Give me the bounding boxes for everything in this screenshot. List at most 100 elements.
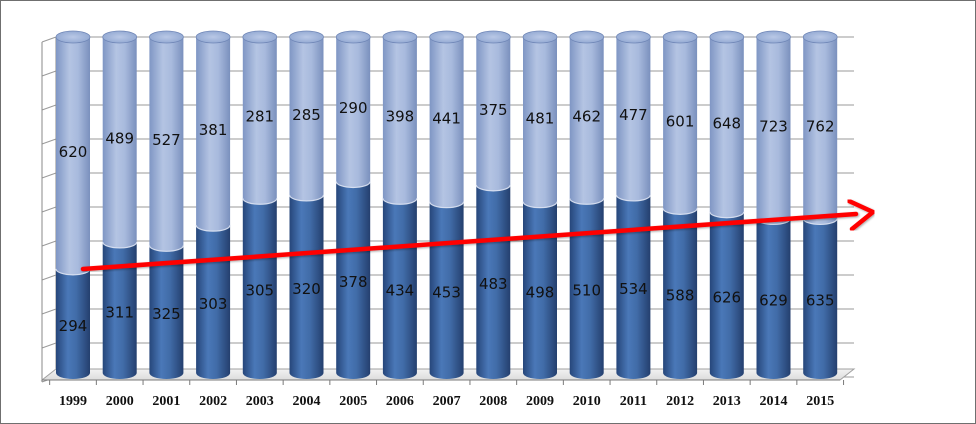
gridline-depth <box>41 104 57 111</box>
data-label-upper: 620 <box>59 143 88 161</box>
bar-upper-segment <box>56 37 90 275</box>
bar-upper-segment <box>196 37 231 232</box>
gridline-depth <box>41 70 57 77</box>
data-label-lower: 303 <box>199 295 228 313</box>
bar-top-cap <box>242 30 278 44</box>
bar-lower-segment <box>663 208 698 379</box>
bar-seam <box>335 181 371 189</box>
bar-seam <box>475 184 511 192</box>
gridline-depth <box>41 36 57 43</box>
bar-upper-segment <box>429 37 464 208</box>
data-label-lower: 635 <box>806 292 835 310</box>
x-tick-label: 2011 <box>620 394 647 409</box>
data-label-lower: 311 <box>105 303 134 321</box>
x-tick-label: 1999 <box>59 394 87 409</box>
data-label-upper: 648 <box>712 114 741 132</box>
bar-upper-segment <box>709 37 744 218</box>
bar-top-cap <box>55 30 91 44</box>
data-label-lower: 320 <box>292 280 321 298</box>
data-label-upper: 489 <box>105 129 134 147</box>
data-label-upper: 375 <box>479 101 508 119</box>
bar-seam <box>802 218 838 226</box>
x-tick-label: 2004 <box>293 394 321 409</box>
data-label-upper: 441 <box>432 109 461 127</box>
bar-seam <box>522 201 558 209</box>
bar-lower-segment <box>242 198 277 379</box>
bar-stack: 588 601 <box>662 30 698 379</box>
bar-stack: 534 477 <box>615 30 651 379</box>
x-tick-label: 2014 <box>760 394 788 409</box>
bar-seam <box>102 241 138 249</box>
bar-stack: 510 462 <box>569 30 605 379</box>
bar-upper-segment <box>242 37 277 205</box>
bar-upper-segment <box>616 37 651 201</box>
bar-top-cap <box>289 30 324 44</box>
bar-upper-segment <box>756 37 791 225</box>
x-tick-label: 2003 <box>246 394 274 409</box>
bar-stack: 305 281 <box>242 30 278 379</box>
x-tick-label: 2006 <box>386 394 414 409</box>
bar-stack: 325 527 <box>148 30 184 379</box>
data-label-lower: 453 <box>432 283 461 301</box>
bar-stack: 498 481 <box>522 30 558 379</box>
data-label-lower: 629 <box>759 292 788 310</box>
bar-lower-segment <box>569 198 604 379</box>
bar-lower-segment <box>756 218 791 379</box>
x-tick-label: 2009 <box>526 394 554 409</box>
bar-upper-segment <box>336 37 371 188</box>
bar-top-cap <box>569 30 605 44</box>
bar-top-cap <box>148 30 184 44</box>
bar-top-cap <box>802 30 838 44</box>
bar-stack: 303 381 <box>195 30 231 379</box>
bar-stack: 453 441 <box>429 30 465 379</box>
bar-stack: 320 285 <box>288 30 325 379</box>
bar-stack: 294 620 <box>55 30 91 379</box>
bar-upper-segment <box>663 37 698 215</box>
bar-seam <box>148 245 184 252</box>
data-label-upper: 477 <box>619 106 648 124</box>
data-label-upper: 527 <box>152 131 181 149</box>
bar-lower-segment <box>523 201 557 379</box>
bar-stack: 626 648 <box>709 30 745 379</box>
data-label-lower: 588 <box>666 287 695 305</box>
gridline-depth <box>41 206 57 213</box>
bar-lower-segment <box>803 218 838 379</box>
data-label-upper: 381 <box>199 121 228 139</box>
bar-top-cap <box>335 30 371 44</box>
data-label-lower: 305 <box>245 282 274 300</box>
gridline-depth <box>41 240 57 247</box>
trend-arrow <box>80 198 876 272</box>
x-tick-label: 2005 <box>339 394 367 409</box>
bar-top-cap <box>662 30 698 44</box>
data-label-lower: 434 <box>386 282 415 300</box>
bar-upper-segment <box>476 37 511 191</box>
bar-seam <box>709 211 745 219</box>
x-tick-label: 2008 <box>479 394 507 409</box>
data-label-upper: 762 <box>806 118 835 136</box>
bar-upper-segment <box>569 37 604 205</box>
data-label-upper: 723 <box>759 118 788 136</box>
bar-seam <box>55 268 91 276</box>
bar-top-cap <box>756 30 791 44</box>
bar-upper-segment <box>803 37 838 225</box>
bar-stack: 378 290 <box>335 30 371 379</box>
bar-stack: 629 723 <box>755 30 792 379</box>
x-axis-ticks: 1999 2000 2001 2002 2003 2004 2005 2006 2007 2008… <box>49 380 845 409</box>
bar-upper-segment <box>523 37 557 208</box>
gridline-depth <box>41 172 57 179</box>
bar-seam <box>288 194 325 202</box>
bar-lower-segment <box>56 268 90 379</box>
bar-stack: 635 762 <box>802 30 838 379</box>
data-label-upper: 285 <box>292 106 321 124</box>
x-tick-label: 2013 <box>713 394 741 409</box>
bar-seam <box>195 225 231 232</box>
bar-top-cap <box>709 30 745 44</box>
data-label-lower: 325 <box>152 305 181 323</box>
bars: 294 620 311 489 325 527 303 381 305 281 320 285 378 2… <box>55 30 838 379</box>
bar-lower-segment <box>476 184 511 379</box>
bar-upper-segment <box>382 37 417 205</box>
data-label-lower: 378 <box>339 273 368 291</box>
data-label-lower: 483 <box>479 275 508 293</box>
